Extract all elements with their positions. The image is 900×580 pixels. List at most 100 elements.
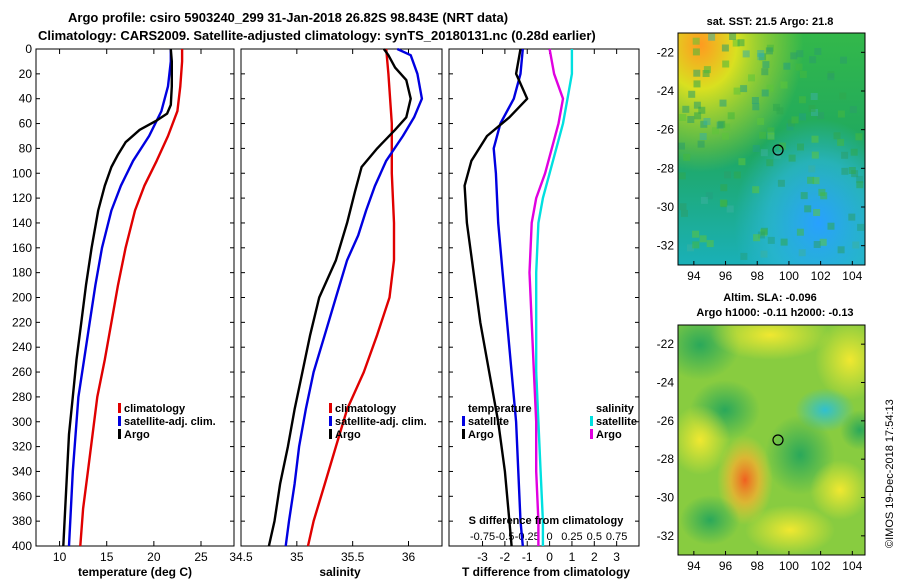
sst-pixel xyxy=(855,133,863,141)
sst-pixel xyxy=(837,110,845,118)
sst-pixel xyxy=(692,241,700,249)
s-tick-label: 0.75 xyxy=(606,531,627,543)
legend-s-argo: Argo xyxy=(596,429,622,441)
sla-blob xyxy=(710,325,830,360)
sst-pixel xyxy=(688,90,696,98)
salinity-panel: 34.5 35 35.5 36 salinity climatology satell… xyxy=(229,47,443,579)
map-x-tick-label: 100 xyxy=(779,269,799,283)
sst-pixel xyxy=(702,70,710,77)
header-line-1: Argo profile: csiro 5903240_299 31-Jan-2… xyxy=(68,10,508,25)
map-y-tick-label: -26 xyxy=(657,414,675,428)
header-line-2: Climatology: CARS2009. Satellite-adjuste… xyxy=(38,28,596,43)
salinity-xlabel: salinity xyxy=(319,565,361,579)
sst-pixel xyxy=(724,171,731,179)
sst-pixel xyxy=(788,154,796,162)
sst-pixel xyxy=(800,192,808,200)
sst-pixel xyxy=(848,167,856,174)
legend-swatch-climatology xyxy=(329,403,332,413)
sst-pixel xyxy=(757,231,765,239)
map-x-tick-label: 94 xyxy=(687,559,701,573)
sst-pixel xyxy=(727,112,735,120)
sst-pixel xyxy=(766,159,774,167)
depth-tick-label: 100 xyxy=(12,166,32,180)
depth-tick-label: 180 xyxy=(12,266,32,280)
x-tick-label: 35 xyxy=(290,550,304,564)
legend-swatch-s-satellite xyxy=(590,416,593,426)
sst-pixel xyxy=(798,249,806,257)
sst-pixel xyxy=(733,171,741,179)
map-x-tick-label: 102 xyxy=(811,559,831,573)
sst-pixel xyxy=(799,113,806,121)
sst-pixel xyxy=(679,203,687,211)
sst-pixel xyxy=(740,85,748,93)
sst-pixel xyxy=(729,33,737,40)
depth-tick-label: 0 xyxy=(25,42,32,56)
legend-swatch-climatology xyxy=(118,403,121,413)
sst-pixel xyxy=(767,132,775,140)
sst-pixel xyxy=(813,209,821,216)
salinity-x-axis: 34.5 35 35.5 36 xyxy=(229,48,442,564)
sst-pixel xyxy=(813,241,821,248)
sst-field xyxy=(678,33,865,265)
sla-blob xyxy=(810,460,865,520)
sst-pixel xyxy=(777,179,785,187)
series-satellite-adj-clim- xyxy=(67,49,173,547)
map-y-tick-label: -32 xyxy=(657,239,675,253)
sst-pixel xyxy=(783,62,791,70)
sst-pixel xyxy=(740,252,748,260)
legend-swatch-argo xyxy=(329,429,332,439)
map-y-tick-label: -24 xyxy=(657,376,675,390)
sst-argo-marker xyxy=(772,144,784,156)
sst-pixel xyxy=(751,97,759,104)
sst-pixel xyxy=(678,142,685,150)
x-tick-label: 25 xyxy=(194,550,208,564)
sst-pixel xyxy=(762,61,770,69)
sst-pixel xyxy=(827,73,835,81)
sst-pixel xyxy=(767,236,775,244)
sst-pixel xyxy=(757,50,765,57)
sst-pixel xyxy=(760,227,768,235)
sla-blob xyxy=(680,495,740,545)
series-t-argo xyxy=(463,48,529,547)
sst-pixel xyxy=(804,205,812,213)
depth-tick-label: 260 xyxy=(12,365,32,379)
temperature-legend: climatology satellite-adj. clim. Argo xyxy=(118,403,216,441)
map-y-tick-label: -30 xyxy=(657,491,675,505)
sla-title-1: Altim. SLA: -0.096 xyxy=(723,292,817,304)
salinity-axes-frame xyxy=(240,48,443,547)
legend-climatology: climatology xyxy=(124,403,186,415)
depth-tick-label: 220 xyxy=(12,315,32,329)
map-y-tick-label: -22 xyxy=(657,337,675,351)
difference-legend-salinity: salinity satellite Argo xyxy=(590,403,637,441)
sst-pixel xyxy=(700,196,708,204)
sst-map: sat. SST: 21.5 Argo: 21.8 94 96 98 100 102 10… xyxy=(657,16,866,283)
sst-title: sat. SST: 21.5 Argo: 21.8 xyxy=(707,16,834,28)
difference-x-axis: -3 -2 -1 0 1 2 3-0.75 -0.5 -0.25 0 0.25 0.5 0.75 xyxy=(449,48,639,564)
depth-tick-label: 140 xyxy=(12,216,32,230)
x-tick-label: -1 xyxy=(522,550,533,564)
sst-pixel xyxy=(699,235,707,243)
sst-pixel xyxy=(841,151,849,159)
x-tick-label: 10 xyxy=(53,550,67,564)
map-y-tick-label: -32 xyxy=(657,529,675,543)
sst-pixel xyxy=(790,52,798,60)
sst-pixel xyxy=(693,101,701,109)
sst-pixel xyxy=(849,106,857,114)
map-x-tick-label: 104 xyxy=(842,269,862,283)
sst-pixel xyxy=(799,70,807,78)
legend-swatch-t-argo xyxy=(462,429,465,439)
sst-pixel xyxy=(703,118,711,125)
map-y-tick-label: -22 xyxy=(657,45,675,59)
sst-pixel xyxy=(687,116,695,123)
sst-pixel xyxy=(796,228,804,236)
legend-salinity-title: salinity xyxy=(596,403,635,415)
sst-pixel xyxy=(807,176,815,184)
sst-pixel xyxy=(692,48,700,56)
sst-pixels xyxy=(678,33,865,260)
sst-pixel xyxy=(698,106,706,114)
sst-pixel xyxy=(719,99,727,107)
sst-pixel xyxy=(708,33,716,41)
sla-blob xyxy=(745,505,835,555)
sst-pixel xyxy=(857,223,865,231)
depth-tick-label: 200 xyxy=(12,291,32,305)
